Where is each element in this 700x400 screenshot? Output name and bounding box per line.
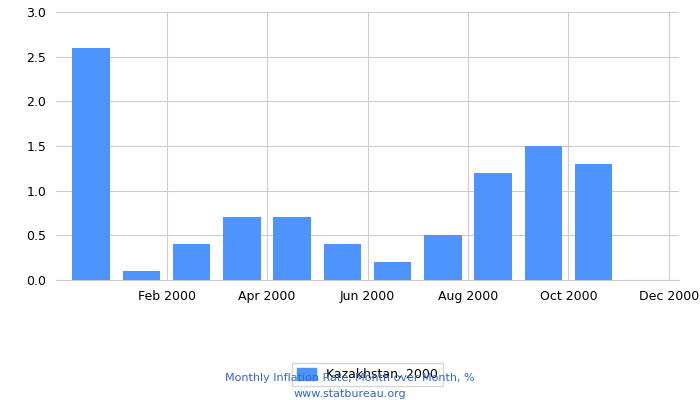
- Bar: [575, 164, 612, 280]
- Bar: [374, 262, 412, 280]
- Legend: Kazakhstan, 2000: Kazakhstan, 2000: [292, 363, 443, 386]
- Text: www.statbureau.org: www.statbureau.org: [294, 389, 406, 399]
- Text: Monthly Inflation Rate, Month over Month, %: Monthly Inflation Rate, Month over Month…: [225, 373, 475, 383]
- Bar: [475, 173, 512, 280]
- Bar: [273, 218, 311, 280]
- Bar: [223, 218, 260, 280]
- Bar: [72, 48, 110, 280]
- Bar: [323, 244, 361, 280]
- Bar: [122, 271, 160, 280]
- Bar: [524, 146, 562, 280]
- Bar: [173, 244, 211, 280]
- Bar: [424, 235, 462, 280]
